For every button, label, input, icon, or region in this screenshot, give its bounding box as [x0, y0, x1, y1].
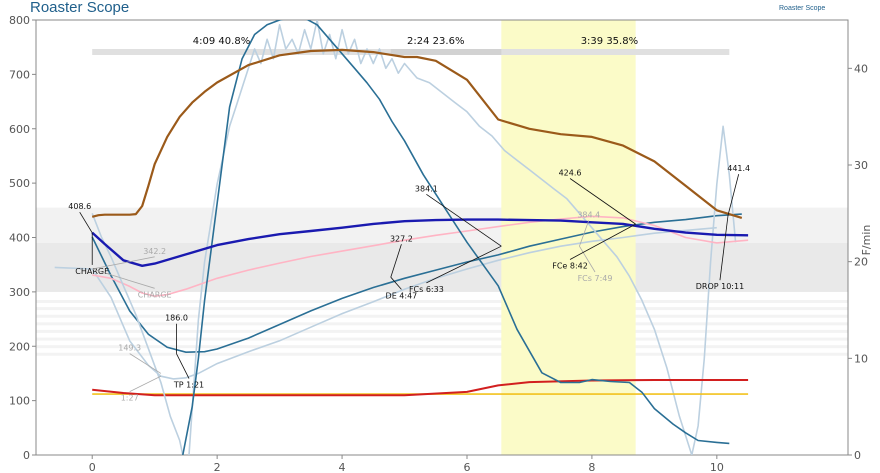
curves-group [54, 20, 749, 455]
y-left-tick-label: 600 [9, 123, 30, 136]
annotation-leader [129, 353, 162, 374]
annotation-leader [390, 244, 402, 278]
background-stripe [36, 352, 848, 356]
annotation-tp-ghost-value: 149.3 [118, 344, 141, 353]
annotation-fcs-ghost-value: 384.4 [577, 210, 600, 219]
y-right-tick-label: 0 [854, 449, 861, 462]
annotation-drop-label: DROP 10:11 [696, 282, 744, 291]
annotation-leader [176, 353, 190, 379]
annotation-fcs-value: 384.1 [415, 184, 438, 193]
background-stripe [36, 345, 848, 349]
annotation-de-value: 327.2 [390, 234, 413, 243]
y-right-tick-label: 30 [854, 159, 868, 172]
x-tick-label: 0 [89, 461, 96, 473]
annotation-fcs-label: FCs 6:33 [409, 285, 444, 294]
annotation-tp-ghost-label: 1:27 [121, 394, 139, 403]
rate-of-rise-ghost-line [188, 20, 737, 455]
y-left-tick-label: 0 [23, 449, 30, 462]
annotation-drop-value: 441.4 [727, 164, 750, 173]
background-stripe [36, 329, 848, 333]
bt-projection-line [91, 213, 742, 354]
annotation-de-label: DE 4:47 [386, 291, 418, 300]
background-stripe [36, 314, 848, 318]
annotation-charge-ghost-label: CHARGE [138, 290, 172, 299]
y-left-tick-label: 200 [9, 340, 30, 353]
phase-label: 3:39 35.8% [581, 36, 638, 47]
background-stripe [36, 337, 848, 341]
annotation-fcs-ghost-label: FCs 7:49 [578, 274, 613, 283]
annotation-fce-label: FCe 8:42 [552, 261, 588, 270]
phase-bar-maillard [390, 49, 502, 55]
annotation-charge-label: CHARGE [75, 267, 109, 276]
env-temp-line [92, 215, 749, 297]
annotation-leader [579, 245, 596, 273]
y-left-tick-label: 700 [9, 68, 30, 81]
background-stripe [36, 307, 848, 311]
x-tick-label: 10 [710, 461, 724, 473]
exhaust-temp-line [91, 48, 743, 219]
rate-of-rise-line [182, 20, 730, 455]
annotation-leader [569, 178, 636, 225]
phase-label: 4:09 40.8% [193, 36, 250, 47]
y-left-tick-label: 400 [9, 232, 30, 245]
annotation-tp-label: TP 1:21 [173, 381, 204, 390]
y-left-tick-label: 500 [9, 177, 30, 190]
annotation-leader [79, 212, 93, 234]
background-stripe [36, 300, 848, 304]
y-right-axis-label: F/min [860, 225, 873, 256]
y-left-tick-label: 800 [9, 14, 30, 27]
app-title: Roaster Scope [30, 0, 130, 16]
x-tick-label: 2 [214, 461, 221, 473]
annotation-leader [129, 375, 162, 392]
annotation-leader [92, 256, 155, 270]
annotation-leader [426, 193, 502, 247]
annotation-leader [719, 214, 729, 281]
x-tick-label: 4 [339, 461, 346, 473]
annotation-leader [727, 174, 740, 216]
annotation-leader [92, 268, 155, 289]
background-stripe [36, 322, 848, 326]
annotation-charge-ghost-value: 342.2 [143, 247, 166, 256]
y-right-tick-label: 40 [854, 62, 868, 75]
y-right-tick-label: 10 [854, 352, 868, 365]
background-band-inner [36, 242, 848, 292]
y-left-tick-label: 100 [9, 395, 30, 408]
annotation-charge-value: 408.6 [68, 202, 91, 211]
x-tick-label: 6 [463, 461, 470, 473]
y-right-tick-label: 20 [854, 256, 868, 269]
annotation-leader [579, 220, 590, 247]
annotation-leader [426, 245, 502, 284]
x-tick-label: 8 [588, 461, 595, 473]
annotation-leader [390, 276, 402, 290]
annotation-fce-value: 424.6 [559, 169, 582, 178]
phase-label: 2:24 23.6% [407, 36, 464, 47]
bean-temp-line [91, 218, 749, 267]
brand-label: Roaster Scope [779, 5, 826, 12]
rate-of-rise-start-line [91, 213, 184, 455]
annotation-leader [569, 223, 636, 260]
y-left-tick-label: 300 [9, 286, 30, 299]
annotation-tp-value: 186.0 [165, 314, 188, 323]
